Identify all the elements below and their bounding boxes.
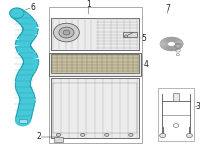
Circle shape: [124, 35, 128, 37]
Bar: [51, 78, 139, 138]
Text: 2: 2: [36, 132, 41, 141]
Polygon shape: [23, 59, 38, 64]
Polygon shape: [15, 82, 30, 87]
Polygon shape: [18, 90, 34, 97]
Bar: [19, 119, 27, 123]
Polygon shape: [22, 22, 38, 30]
Circle shape: [105, 133, 109, 136]
Text: 7: 7: [165, 4, 170, 13]
Bar: [51, 17, 139, 50]
Polygon shape: [22, 27, 38, 34]
Polygon shape: [22, 53, 38, 61]
Circle shape: [63, 30, 70, 35]
Polygon shape: [19, 67, 36, 76]
Bar: [173, 93, 179, 101]
Bar: [51, 54, 139, 73]
Bar: [158, 88, 194, 141]
Circle shape: [10, 8, 24, 18]
Bar: [53, 83, 137, 133]
Text: 6: 6: [30, 3, 35, 12]
Polygon shape: [15, 116, 31, 122]
Polygon shape: [16, 112, 32, 118]
Polygon shape: [15, 40, 31, 46]
Polygon shape: [19, 99, 35, 105]
Circle shape: [80, 133, 85, 136]
Polygon shape: [17, 107, 33, 114]
Bar: [49, 7, 142, 143]
Polygon shape: [19, 95, 35, 101]
Circle shape: [56, 133, 61, 136]
Polygon shape: [16, 44, 32, 52]
Polygon shape: [20, 31, 36, 40]
Polygon shape: [22, 62, 38, 71]
Text: 5: 5: [141, 35, 146, 44]
Circle shape: [160, 133, 166, 138]
Polygon shape: [15, 11, 28, 21]
Polygon shape: [15, 77, 31, 83]
Bar: [49, 53, 141, 76]
Polygon shape: [16, 85, 32, 93]
Polygon shape: [17, 35, 33, 44]
Circle shape: [54, 23, 79, 42]
Circle shape: [186, 133, 192, 138]
Text: 4: 4: [143, 60, 148, 69]
Polygon shape: [19, 47, 35, 58]
Text: 3: 3: [195, 102, 200, 111]
Bar: [123, 32, 137, 37]
Circle shape: [16, 115, 30, 126]
Bar: [54, 137, 63, 142]
Circle shape: [59, 27, 74, 38]
Polygon shape: [17, 14, 32, 24]
Polygon shape: [18, 103, 34, 109]
Polygon shape: [17, 72, 33, 79]
Polygon shape: [12, 9, 25, 19]
Text: 1: 1: [86, 0, 91, 9]
Polygon shape: [19, 18, 35, 27]
Circle shape: [129, 133, 133, 136]
